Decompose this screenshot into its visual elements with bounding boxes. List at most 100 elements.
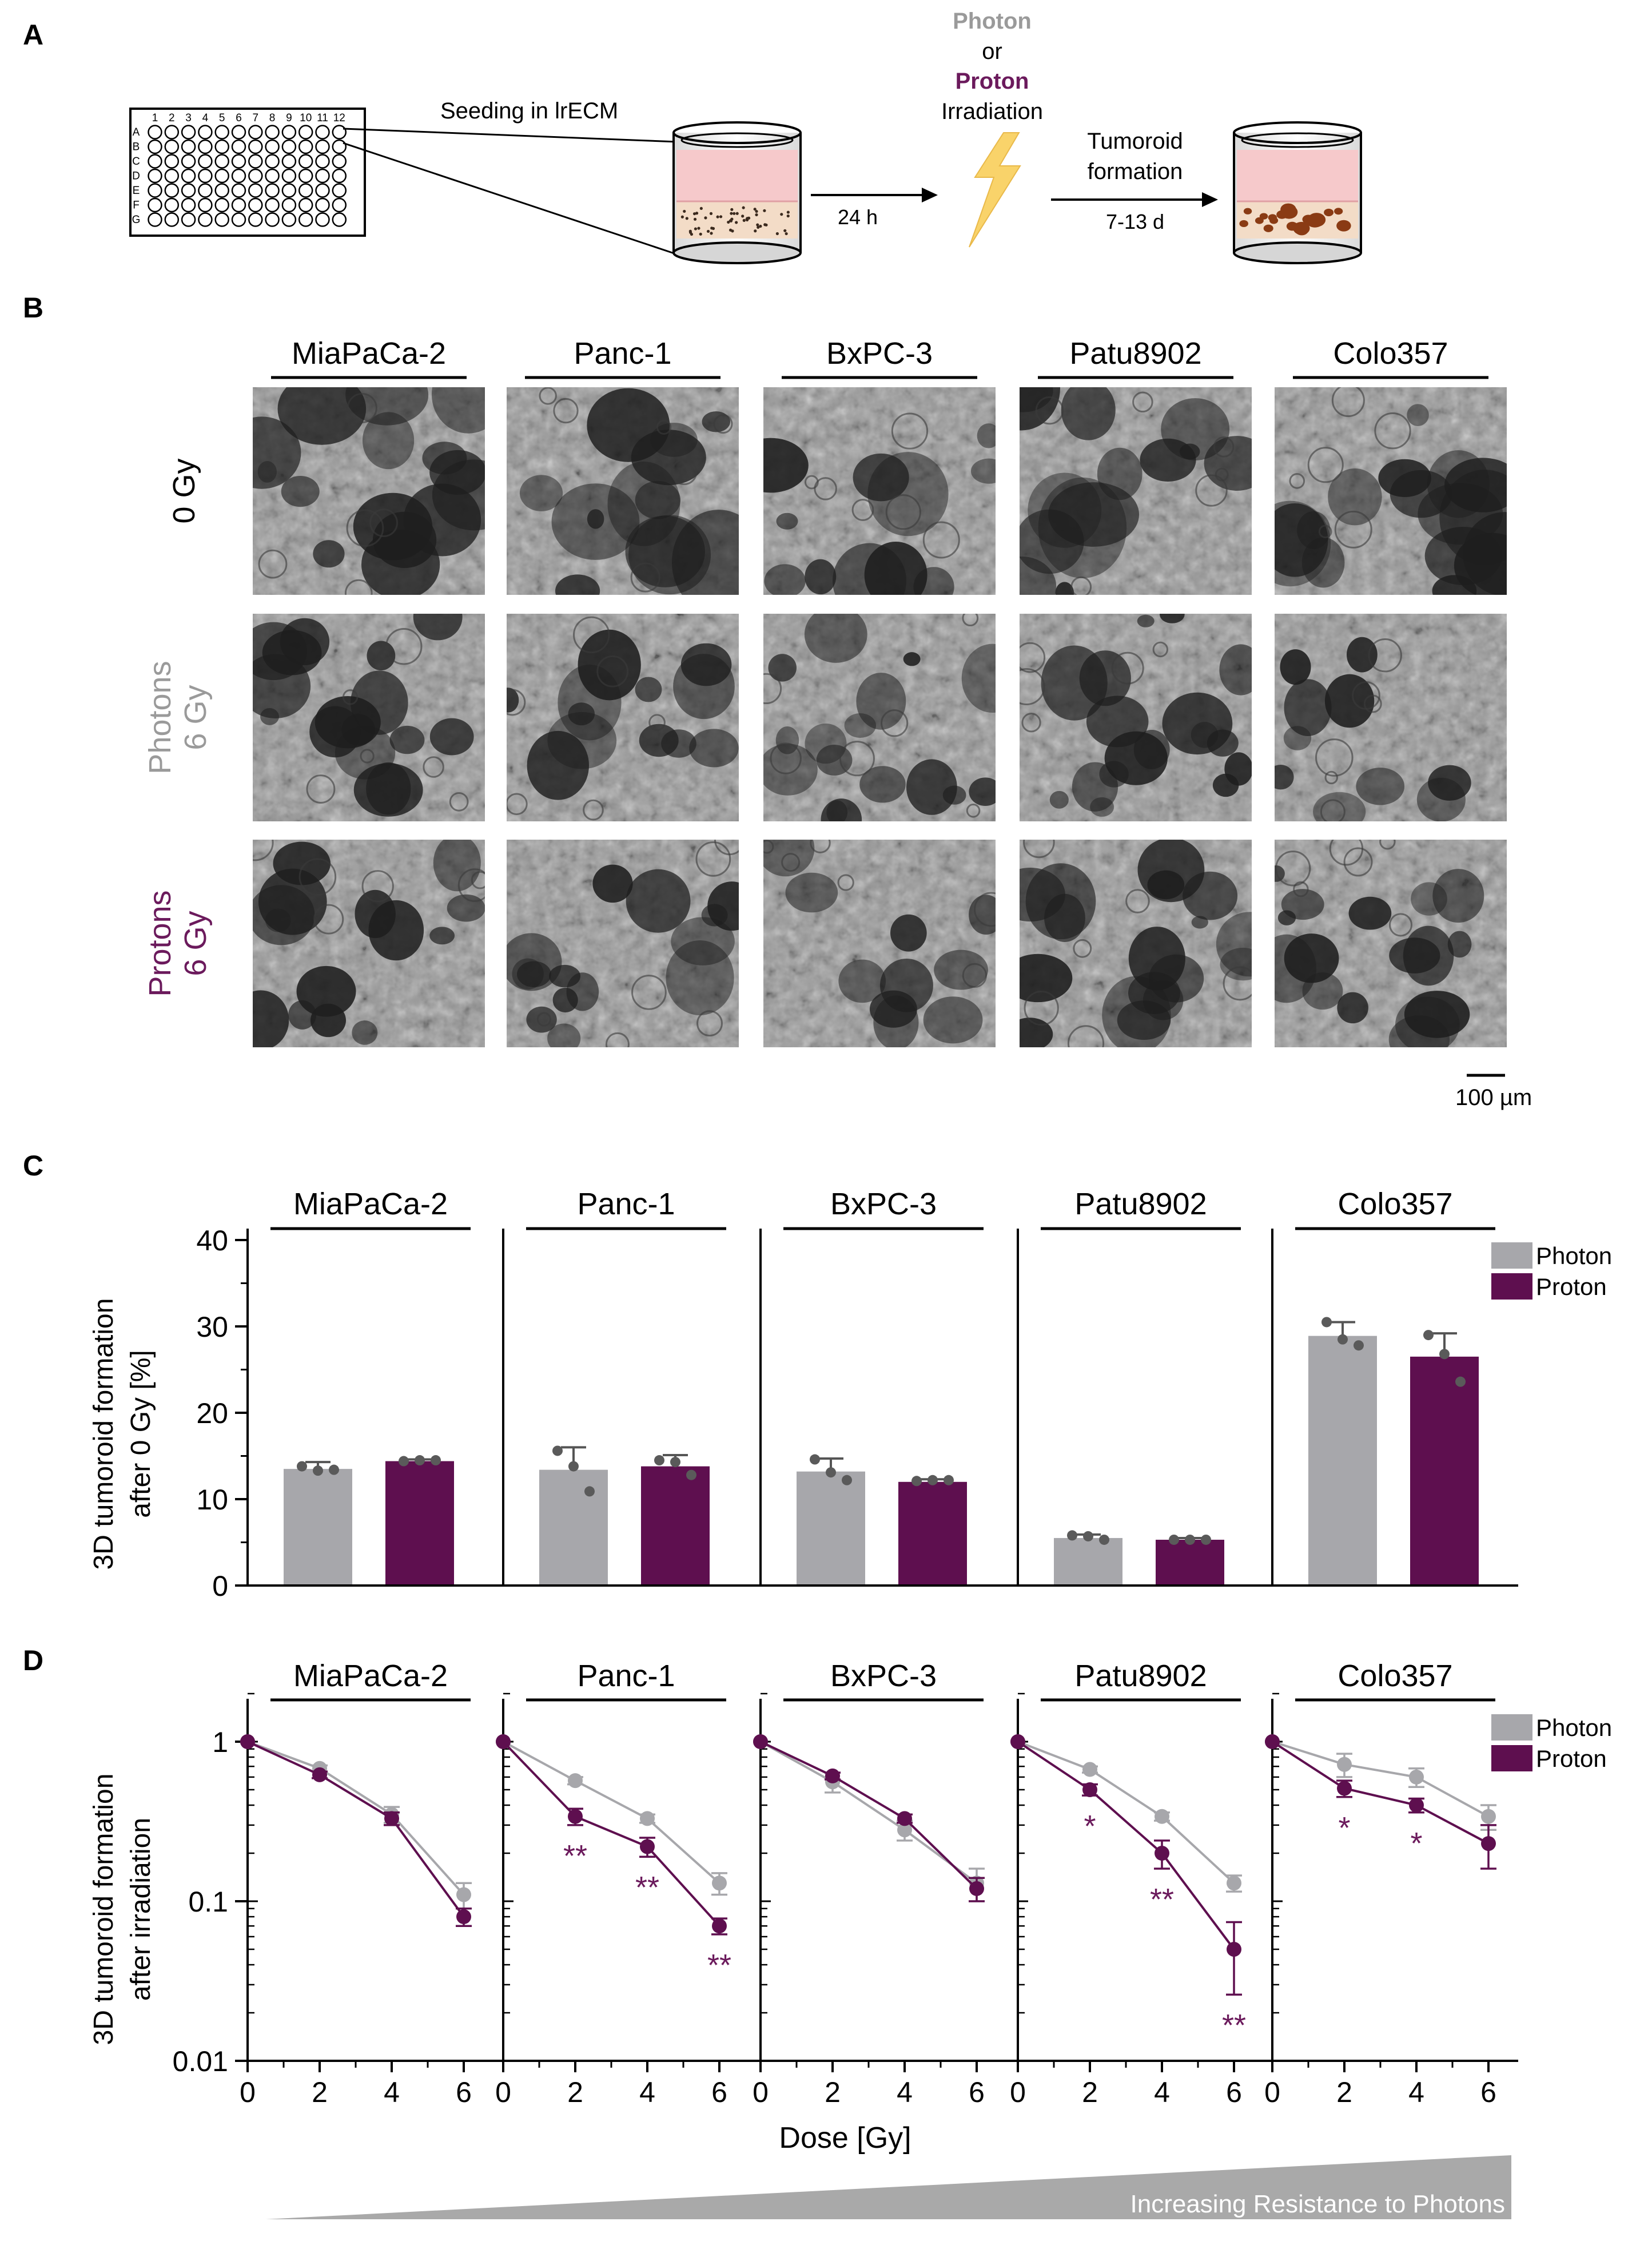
cell-dot xyxy=(697,227,700,230)
data-point xyxy=(842,1475,852,1485)
x-tick-label: 2 xyxy=(1336,2076,1352,2108)
tumoroid-blob xyxy=(1239,220,1248,228)
plate-well xyxy=(164,183,180,198)
panel-d-legend: Photon Proton xyxy=(1491,1714,1612,1772)
significance-marker: ** xyxy=(563,1839,587,1873)
cell-line-header: BxPC-3 xyxy=(826,336,933,371)
plate-well xyxy=(148,125,162,140)
tumoroid-blob xyxy=(1334,208,1343,215)
plate-well xyxy=(164,154,180,169)
micrograph-image xyxy=(763,614,996,821)
data-point xyxy=(1185,1534,1195,1545)
plate-well xyxy=(181,197,196,213)
plate-well xyxy=(281,183,297,198)
plate-well xyxy=(231,183,246,198)
y-tick-label: 0.01 xyxy=(173,2045,228,2077)
plate-well xyxy=(298,183,313,198)
plate-well xyxy=(214,197,229,213)
plate-well xyxy=(315,154,330,169)
significance-marker: ** xyxy=(1222,2008,1246,2043)
x-tick-label: 2 xyxy=(1082,2076,1098,2108)
tumoroids-icon xyxy=(1239,203,1351,236)
data-point xyxy=(312,1767,327,1782)
plate-well xyxy=(181,154,196,169)
irradiation-proton: Proton xyxy=(956,69,1029,94)
plate-wells xyxy=(148,125,347,227)
irradiation-photon: Photon xyxy=(953,9,1032,34)
plate-well xyxy=(164,139,180,154)
series-line xyxy=(1271,1741,1489,1845)
micrograph-image xyxy=(507,387,739,595)
bar xyxy=(797,1471,865,1586)
cell-line-title: Panc-1 xyxy=(577,1659,675,1693)
plate-well xyxy=(265,139,280,154)
plate-well xyxy=(148,139,162,154)
condition-label-line2: 6 Gy xyxy=(178,685,213,750)
cell-line-headers: MiaPaCa-2 Panc-1 BxPC-3 Patu8902 Colo357 xyxy=(271,336,1488,379)
cell-dot xyxy=(693,217,697,221)
cell-dot xyxy=(783,229,787,232)
cell-dot xyxy=(731,229,734,233)
data-point xyxy=(753,1734,768,1749)
micrograph-image xyxy=(763,840,996,1047)
cell-dot xyxy=(683,209,686,213)
cell-dot xyxy=(775,232,779,236)
cell-line-title: MiaPaCa-2 xyxy=(293,1659,448,1693)
plate-well xyxy=(198,197,213,213)
data-point xyxy=(1337,1781,1352,1796)
micrograph-image xyxy=(1020,387,1252,595)
data-point xyxy=(1155,1809,1169,1824)
x-tick-label: 4 xyxy=(639,2076,655,2108)
plate-well xyxy=(298,125,313,140)
plate-well xyxy=(265,154,280,169)
plate-well xyxy=(198,139,213,154)
plate-column-label: 10 xyxy=(300,112,312,124)
data-point xyxy=(1481,1836,1496,1851)
y-tick-label: 10 xyxy=(196,1484,228,1516)
cell-dot xyxy=(763,223,767,227)
cell-line-title: Colo357 xyxy=(1337,1187,1452,1221)
data-point xyxy=(456,1887,471,1902)
plate-well xyxy=(315,125,330,140)
resistance-label: Increasing Resistance to Photons xyxy=(1130,2190,1506,2218)
plate-row-label: B xyxy=(133,141,140,153)
plate-well xyxy=(148,154,162,169)
x-tick-label: 2 xyxy=(567,2076,583,2108)
plate-well xyxy=(332,212,347,227)
condition-label-line1: Protons xyxy=(143,890,177,996)
data-point xyxy=(654,1455,664,1466)
micrograph-image xyxy=(1020,614,1252,821)
cell-dot xyxy=(694,227,697,231)
bar xyxy=(1156,1539,1224,1586)
data-point xyxy=(240,1734,255,1749)
plate-well xyxy=(298,212,313,227)
cell-dot xyxy=(719,215,723,218)
micrograph-grid xyxy=(253,387,1507,1047)
series-line xyxy=(247,1741,465,1896)
plate-well xyxy=(315,139,330,154)
plate-column-label: 6 xyxy=(236,112,242,124)
x-tick-label: 6 xyxy=(711,2076,727,2108)
plate-well xyxy=(181,183,196,198)
plate-well xyxy=(265,125,280,140)
well-tumoroids-icon xyxy=(1233,121,1362,264)
series-line xyxy=(760,1741,978,1890)
legend-label-photon: Photon xyxy=(1536,1242,1612,1269)
cell-dot xyxy=(745,218,749,222)
panel-c: C 3D tumoroid formation after 0 Gy [%] 0… xyxy=(23,1150,1612,1602)
cell-line-header: Colo357 xyxy=(1333,336,1448,371)
data-point xyxy=(712,1918,727,1934)
significance-marker: * xyxy=(1338,1811,1350,1845)
x-tick-label: 4 xyxy=(1408,2076,1424,2108)
plate-well xyxy=(281,168,297,184)
well-seeded-icon xyxy=(672,121,802,264)
tumoroid-blob xyxy=(1243,208,1252,214)
tumoroid-blob xyxy=(1286,221,1298,231)
cell-dot xyxy=(690,232,694,236)
plate-well xyxy=(332,139,347,154)
plate-column-label: 3 xyxy=(185,112,192,124)
plate-well xyxy=(231,154,246,169)
tumoroid-blob xyxy=(1295,225,1309,236)
plate-well xyxy=(298,139,313,154)
